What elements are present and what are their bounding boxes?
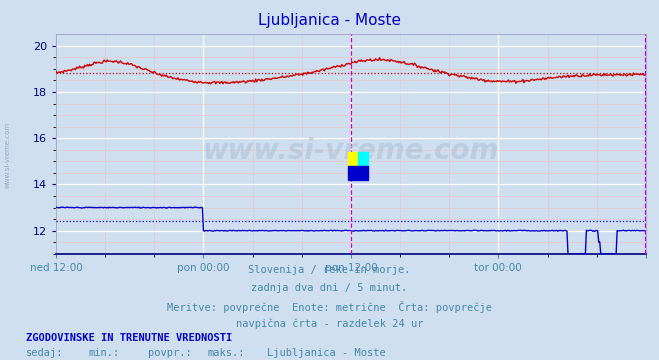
- Bar: [358, 152, 368, 166]
- Text: navpična črta - razdelek 24 ur: navpična črta - razdelek 24 ur: [236, 319, 423, 329]
- Text: Ljubljanica - Moste: Ljubljanica - Moste: [258, 13, 401, 28]
- Text: www.si-vreme.com: www.si-vreme.com: [203, 136, 499, 165]
- Text: Slovenija / reke in morje.: Slovenija / reke in morje.: [248, 265, 411, 275]
- Text: Ljubljanica - Moste: Ljubljanica - Moste: [267, 348, 386, 358]
- Text: povpr.:: povpr.:: [148, 348, 192, 358]
- Text: Meritve: povprečne  Enote: metrične  Črta: povprečje: Meritve: povprečne Enote: metrične Črta:…: [167, 301, 492, 312]
- Text: sedaj:: sedaj:: [26, 348, 64, 358]
- Text: maks.:: maks.:: [208, 348, 245, 358]
- Text: ZGODOVINSKE IN TRENUTNE VREDNOSTI: ZGODOVINSKE IN TRENUTNE VREDNOSTI: [26, 333, 233, 343]
- Text: zadnja dva dni / 5 minut.: zadnja dva dni / 5 minut.: [251, 283, 408, 293]
- Bar: [348, 166, 368, 180]
- Bar: [348, 152, 358, 166]
- Text: min.:: min.:: [89, 348, 120, 358]
- Text: www.si-vreme.com: www.si-vreme.com: [5, 122, 11, 188]
